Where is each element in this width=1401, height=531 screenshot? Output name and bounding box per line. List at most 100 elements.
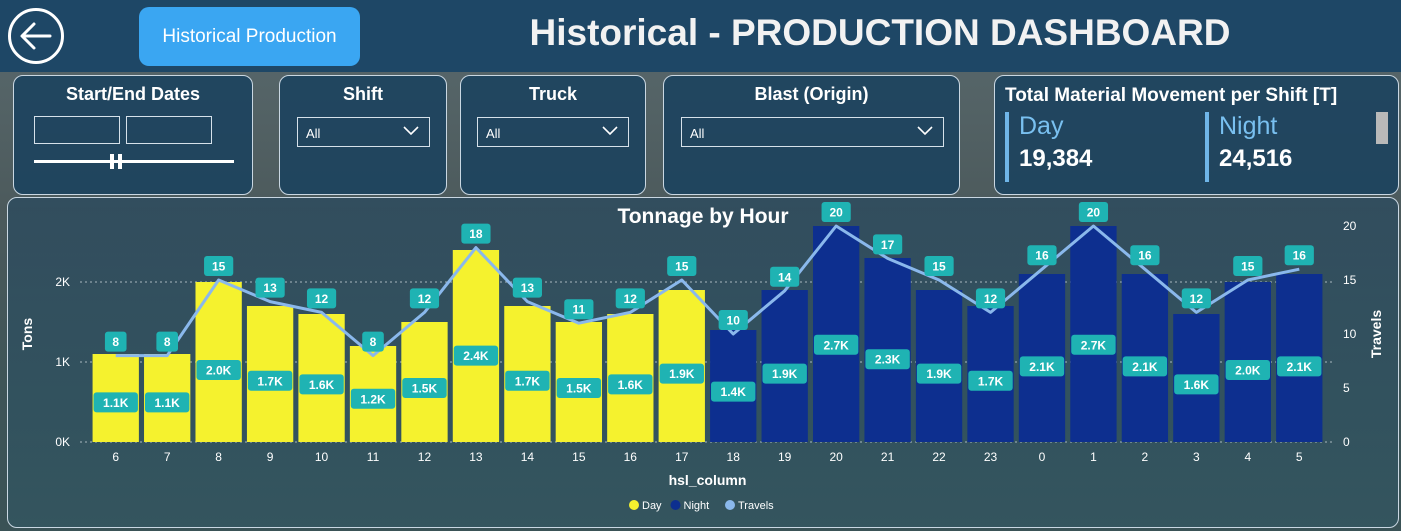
bar-value-label-bg bbox=[505, 370, 550, 391]
travels-value-label-bg bbox=[255, 277, 285, 298]
shift-dropdown[interactable]: All bbox=[297, 117, 430, 147]
travels-value-label: 12 bbox=[315, 292, 329, 306]
bar-value-label: 1.1K bbox=[103, 396, 129, 410]
shift-dropdown-value: All bbox=[306, 126, 321, 141]
travels-value-label-bg bbox=[564, 299, 594, 320]
travels-value-label: 20 bbox=[1087, 206, 1101, 220]
top-bar: Historical Production Historical - PRODU… bbox=[0, 0, 1401, 72]
x-tick-label: 14 bbox=[521, 450, 535, 464]
bar-value-label-bg bbox=[1122, 356, 1168, 377]
travels-value-label: 15 bbox=[675, 260, 689, 274]
x-tick-label: 2 bbox=[1142, 450, 1149, 464]
bar-value-label: 1.5K bbox=[412, 382, 438, 396]
bar-value-label: 1.5K bbox=[566, 382, 592, 396]
bar-value-label-bg bbox=[453, 345, 499, 366]
date-range-slider-track[interactable] bbox=[34, 160, 234, 163]
travels-value-label: 12 bbox=[1190, 292, 1204, 306]
x-tick-label: 0 bbox=[1039, 450, 1046, 464]
kpi-scrollbar[interactable] bbox=[1376, 112, 1388, 144]
bar-value-label-bg bbox=[196, 360, 241, 380]
truck-filter-panel: Truck All bbox=[460, 75, 646, 195]
bar-value-label: 2.4K bbox=[463, 349, 489, 363]
kpi-title: Total Material Movement per Shift [T] bbox=[1005, 85, 1338, 106]
bar-value-label-bg bbox=[762, 363, 807, 384]
kpi-day: Day 19,384 bbox=[1005, 112, 1092, 182]
legend-label: Travels bbox=[738, 500, 774, 512]
bar-value-label: 1.7K bbox=[257, 374, 283, 388]
legend-label: Night bbox=[684, 500, 710, 512]
bar-value-label: 2.3K bbox=[875, 353, 901, 367]
back-arrow-button[interactable] bbox=[8, 8, 64, 64]
bar-value-label: 2.1K bbox=[1287, 360, 1313, 374]
chevron-down-icon bbox=[403, 126, 419, 136]
page-title: Historical - PRODUCTION DASHBOARD bbox=[529, 12, 1231, 53]
bar-value-label: 1.6K bbox=[1184, 378, 1210, 392]
travels-value-label-bg bbox=[615, 288, 645, 309]
travels-value-label: 12 bbox=[984, 292, 998, 306]
bar-value-label-bg bbox=[350, 388, 396, 409]
bar-value-label-bg bbox=[711, 381, 756, 402]
truck-dropdown[interactable]: All bbox=[477, 117, 629, 147]
bar-value-label: 1.4K bbox=[721, 385, 747, 399]
y2-axis-title: Travels bbox=[1368, 310, 1384, 358]
shift-filter-title: Shift bbox=[343, 84, 383, 104]
bar-value-label: 2.7K bbox=[1081, 338, 1107, 352]
kpi-day-label: Day bbox=[1019, 112, 1064, 140]
end-date-input[interactable] bbox=[126, 116, 212, 144]
travels-value-label: 12 bbox=[418, 292, 432, 306]
chevron-down-icon bbox=[602, 126, 618, 136]
blast-dropdown[interactable]: All bbox=[681, 117, 944, 147]
x-tick-label: 4 bbox=[1244, 450, 1251, 464]
y2-tick-label: 10 bbox=[1343, 327, 1357, 341]
kpi-night-label: Night bbox=[1219, 112, 1278, 140]
x-tick-label: 23 bbox=[984, 450, 998, 464]
y2-tick-label: 20 bbox=[1343, 219, 1357, 233]
travels-value-label-bg bbox=[924, 256, 954, 276]
x-tick-label: 7 bbox=[164, 450, 171, 464]
start-date-input[interactable] bbox=[34, 116, 120, 144]
travels-value-label-bg bbox=[1078, 202, 1109, 222]
bar-value-label-bg bbox=[1174, 374, 1219, 395]
travels-value-label: 8 bbox=[370, 335, 377, 349]
bar-value-label-bg bbox=[556, 378, 602, 398]
travels-value-label: 16 bbox=[1138, 249, 1152, 263]
bar-value-label: 1.7K bbox=[515, 374, 541, 388]
x-tick-label: 3 bbox=[1193, 450, 1200, 464]
x-tick-label: 18 bbox=[727, 450, 741, 464]
bar-value-label-bg bbox=[916, 363, 962, 384]
x-tick-label: 10 bbox=[315, 450, 329, 464]
y2-tick-label: 15 bbox=[1343, 273, 1357, 287]
x-axis-title: hsl_column bbox=[669, 472, 747, 488]
travels-value-label-bg bbox=[1130, 245, 1160, 266]
travels-value-label: 15 bbox=[1241, 260, 1255, 274]
travels-value-label-bg bbox=[873, 234, 903, 255]
bar-value-label: 1.6K bbox=[618, 378, 644, 392]
bar-value-label: 1.2K bbox=[360, 392, 386, 406]
bar-value-label-bg bbox=[968, 370, 1013, 391]
travels-value-label-bg bbox=[718, 310, 748, 330]
travels-value-label: 13 bbox=[263, 281, 277, 295]
x-tick-label: 16 bbox=[624, 450, 638, 464]
travels-line bbox=[115, 224, 1300, 358]
travels-value-label-bg bbox=[667, 256, 697, 276]
legend-marker bbox=[725, 500, 735, 510]
date-slider-end-handle[interactable] bbox=[118, 154, 122, 169]
x-tick-label: 13 bbox=[469, 450, 483, 464]
truck-dropdown-value: All bbox=[486, 126, 501, 141]
x-tick-label: 8 bbox=[215, 450, 222, 464]
x-tick-label: 20 bbox=[829, 450, 843, 464]
historical-production-button[interactable]: Historical Production bbox=[139, 7, 360, 66]
x-tick-label: 19 bbox=[778, 450, 792, 464]
date-slider-start-handle[interactable] bbox=[110, 154, 114, 169]
travels-value-label: 8 bbox=[112, 335, 119, 349]
bar-value-label: 1.9K bbox=[669, 367, 695, 381]
bar-value-label: 2.7K bbox=[823, 338, 849, 352]
blast-filter-title: Blast (Origin) bbox=[754, 84, 869, 104]
travels-value-label: 16 bbox=[1293, 249, 1307, 263]
travels-value-label-bg bbox=[975, 288, 1006, 309]
x-tick-label: 5 bbox=[1296, 450, 1303, 464]
bar-value-label: 1.7K bbox=[978, 374, 1004, 388]
chevron-down-icon bbox=[917, 126, 933, 136]
y2-tick-label: 5 bbox=[1343, 381, 1350, 395]
date-filter-title: Start/End Dates bbox=[65, 84, 201, 104]
